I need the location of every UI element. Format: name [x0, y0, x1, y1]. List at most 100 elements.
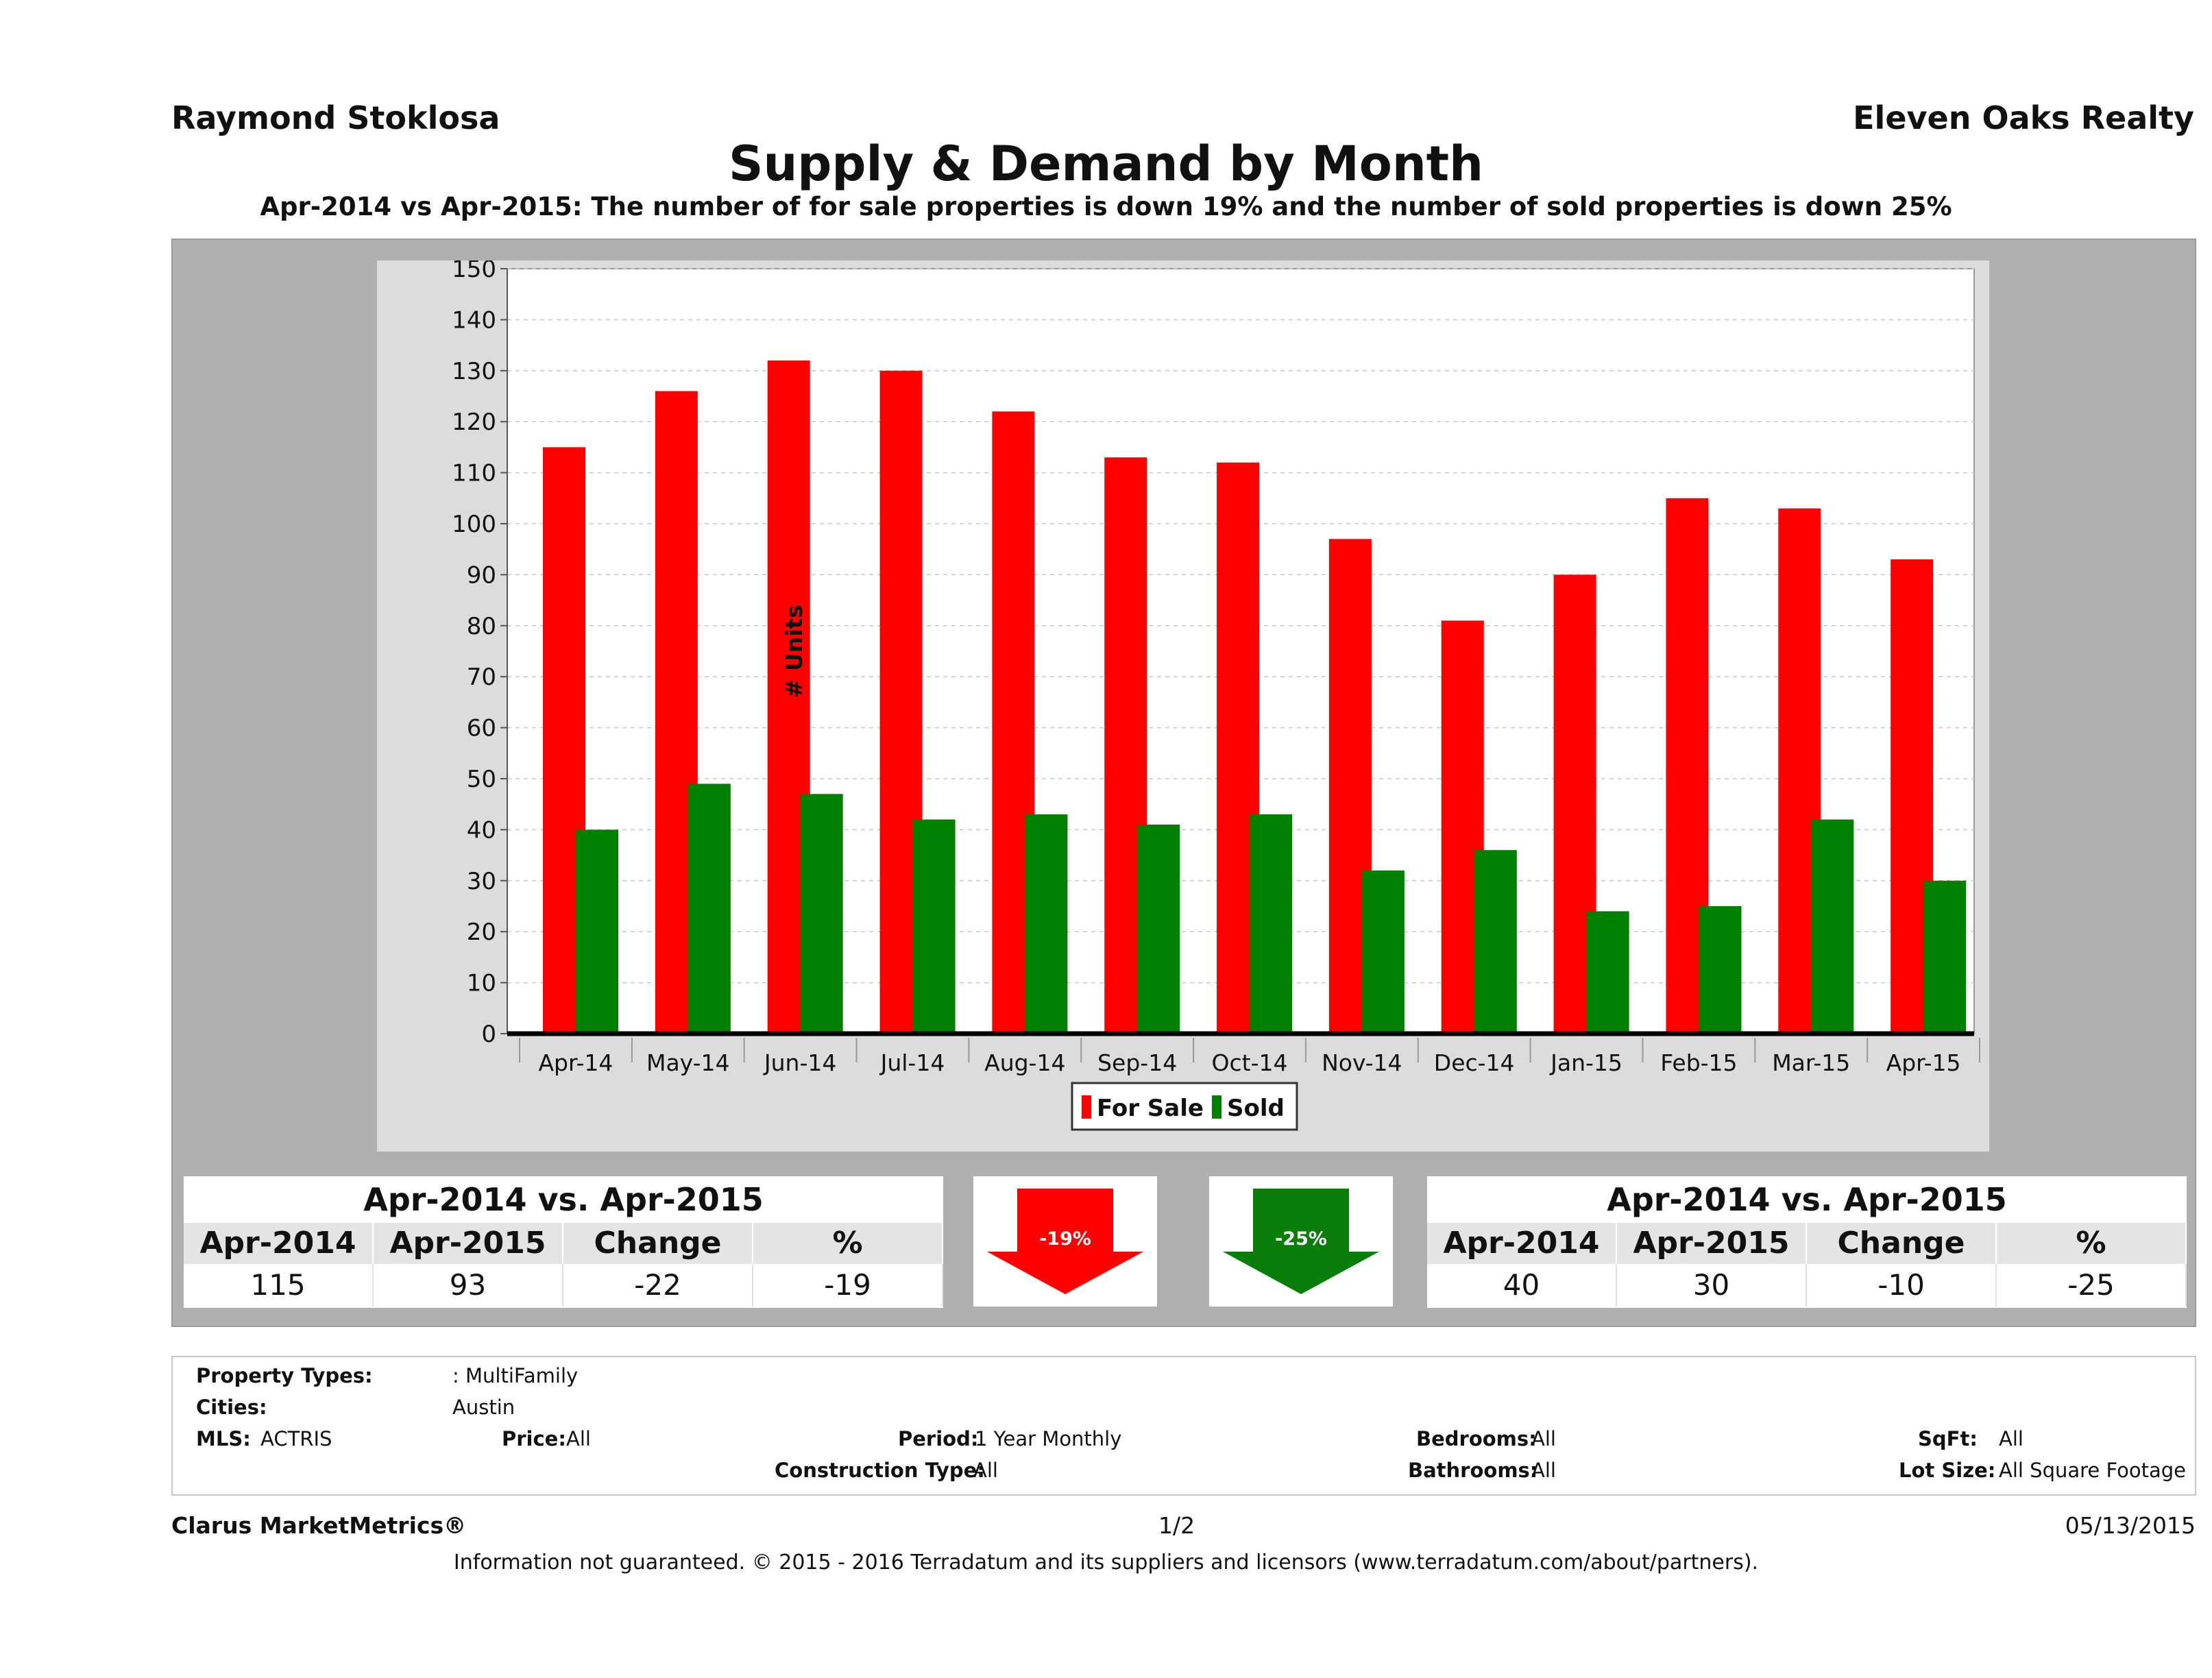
x-tick-label: Jan-15	[1549, 1049, 1622, 1076]
bar-sold-mar-15	[1811, 819, 1854, 1034]
bar-sold-jan-15	[1586, 911, 1629, 1034]
for-sale-arrow-label: -19%	[1039, 1228, 1091, 1250]
y-tick-label: 120	[452, 409, 496, 436]
construction-type-label: Construction Type:	[775, 1459, 985, 1482]
chart-subtitle: Apr-2014 vs Apr-2015: The number of for …	[260, 192, 1952, 221]
value-apr-2014: 40	[1427, 1264, 1617, 1306]
lot-size-value: All Square Footage	[1999, 1459, 2187, 1482]
legend-label-for-sale: For Sale	[1097, 1095, 1204, 1122]
x-tick-label: Apr-15	[1886, 1049, 1961, 1076]
for-sale-stats-title: Apr-2014 vs. Apr-2015	[363, 1181, 764, 1218]
period-value: 1 Year Monthly	[975, 1427, 1122, 1450]
price-label: Price:	[502, 1427, 566, 1450]
x-tick-label: Apr-14	[538, 1049, 613, 1076]
price-value: All	[566, 1427, 591, 1450]
x-tick-label: Mar-15	[1772, 1049, 1850, 1076]
y-tick-label: 110	[452, 460, 496, 487]
x-tick-label: Jul-14	[879, 1049, 945, 1076]
value-change: -22	[563, 1264, 753, 1306]
bedrooms-label: Bedrooms:	[1416, 1427, 1537, 1450]
page-number: 1/2	[1158, 1512, 1195, 1539]
y-tick-label: 10	[467, 970, 496, 997]
x-tick-label: Nov-14	[1322, 1049, 1402, 1076]
chart-legend: For Sale Sold	[1071, 1082, 1298, 1131]
x-tick-label: Jun-14	[763, 1049, 836, 1076]
y-tick-label: 40	[467, 816, 496, 844]
bar-chart: 0 10 20 30 40 50 60 70 80 90 100 110 120 130 140 150 Apr…	[452, 260, 1980, 1131]
x-tick-label: May-14	[646, 1049, 730, 1076]
header-apr-2014: Apr-2014	[1427, 1223, 1617, 1264]
bars-layer	[543, 360, 1967, 1034]
y-tick-label: 0	[481, 1021, 496, 1048]
value-change: -10	[1807, 1264, 1997, 1306]
bar-sold-dec-14	[1474, 850, 1517, 1034]
bar-sold-apr-14	[576, 829, 618, 1034]
legend-label-sold: Sold	[1227, 1095, 1285, 1122]
value-apr-2015: 30	[1617, 1264, 1807, 1306]
down-arrow-icon: -19%	[987, 1189, 1143, 1294]
mls-value: ACTRIS	[260, 1427, 332, 1450]
brokerage-name: Eleven Oaks Realty	[1853, 99, 2194, 136]
x-tick-label: Oct-14	[1212, 1049, 1288, 1076]
bar-sold-apr-15	[1923, 880, 1967, 1034]
y-tick-label: 90	[467, 561, 496, 589]
y-tick-label: 30	[467, 868, 496, 895]
y-tick-label: 150	[452, 260, 496, 283]
bar-sold-jul-14	[912, 819, 956, 1034]
axes-layer: 0 10 20 30 40 50 60 70 80 90 100 110 120 130 140 150 Apr…	[452, 260, 1980, 1076]
header-apr-2014: Apr-2014	[184, 1223, 374, 1264]
value-apr-2014: 115	[184, 1264, 374, 1306]
down-arrow-icon: -25%	[1223, 1189, 1379, 1294]
period-label: Period:	[898, 1427, 979, 1450]
x-tick-label: Sep-14	[1097, 1049, 1177, 1076]
header-change: Change	[563, 1223, 753, 1264]
bar-sold-jun-14	[800, 794, 843, 1034]
report-date: 05/13/2015	[2065, 1512, 2196, 1539]
y-tick-label: 80	[467, 613, 496, 640]
bar-sold-may-14	[688, 783, 731, 1034]
header-change: Change	[1807, 1223, 1997, 1264]
y-tick-label: 60	[467, 715, 496, 742]
bedrooms-value: All	[1531, 1427, 1556, 1450]
for-sale-change-arrow-box: -19%	[973, 1176, 1157, 1306]
y-tick-label: 100	[452, 511, 496, 538]
y-tick-label: 140	[452, 306, 496, 334]
bar-sold-aug-14	[1025, 814, 1068, 1034]
cities-label: Cities:	[196, 1396, 267, 1419]
mls-label: MLS:	[196, 1427, 251, 1450]
cities-value: Austin	[452, 1396, 515, 1419]
sqft-value: All	[1999, 1427, 2023, 1450]
value-percent: -19	[753, 1264, 943, 1306]
for-sale-stats-values: 115 93 -22 -19	[184, 1264, 943, 1306]
bar-sold-oct-14	[1250, 814, 1293, 1034]
for-sale-stats-header: Apr-2014 Apr-2015 Change %	[184, 1223, 943, 1264]
bathrooms-label: Bathrooms:	[1408, 1459, 1538, 1482]
x-tick-label: Dec-14	[1434, 1049, 1515, 1076]
chart-title: Supply & Demand by Month	[729, 136, 1483, 192]
bar-sold-sep-14	[1137, 824, 1180, 1034]
y-axis-label: # Units	[781, 605, 807, 698]
bar-sold-feb-15	[1699, 906, 1742, 1034]
header-apr-2015: Apr-2015	[374, 1223, 563, 1264]
y-tick-label: 70	[467, 664, 496, 691]
property-types-label: Property Types:	[196, 1364, 373, 1387]
value-percent: -25	[1997, 1264, 2187, 1306]
y-tick-label: 50	[467, 766, 496, 793]
sold-stats-title: Apr-2014 vs. Apr-2015	[1607, 1181, 2007, 1218]
bar-sold-nov-14	[1361, 870, 1405, 1034]
property-types-value: : MultiFamily	[452, 1364, 579, 1387]
x-tick-label: Feb-15	[1660, 1049, 1737, 1076]
sold-change-arrow-box: -25%	[1209, 1176, 1393, 1306]
value-apr-2015: 93	[374, 1264, 563, 1306]
y-tick-label: 20	[467, 919, 496, 946]
sold-stats-values: 40 30 -10 -25	[1427, 1264, 2187, 1306]
sold-stats-box: Apr-2014 vs. Apr-2015 Apr-2014 Apr-2015 …	[1427, 1176, 2187, 1308]
lot-size-label: Lot Size:	[1899, 1459, 1996, 1482]
disclaimer: Information not guaranteed. © 2015 - 201…	[453, 1551, 1759, 1574]
search-criteria-box	[171, 1356, 2196, 1496]
footer-brand: Clarus MarketMetrics®	[171, 1512, 467, 1539]
for-sale-stats-box: Apr-2014 vs. Apr-2015 Apr-2014 Apr-2015 …	[184, 1176, 943, 1308]
bathrooms-value: All	[1531, 1459, 1556, 1482]
sold-stats-header: Apr-2014 Apr-2015 Change %	[1427, 1223, 2187, 1264]
y-tick-label: 130	[452, 358, 496, 385]
